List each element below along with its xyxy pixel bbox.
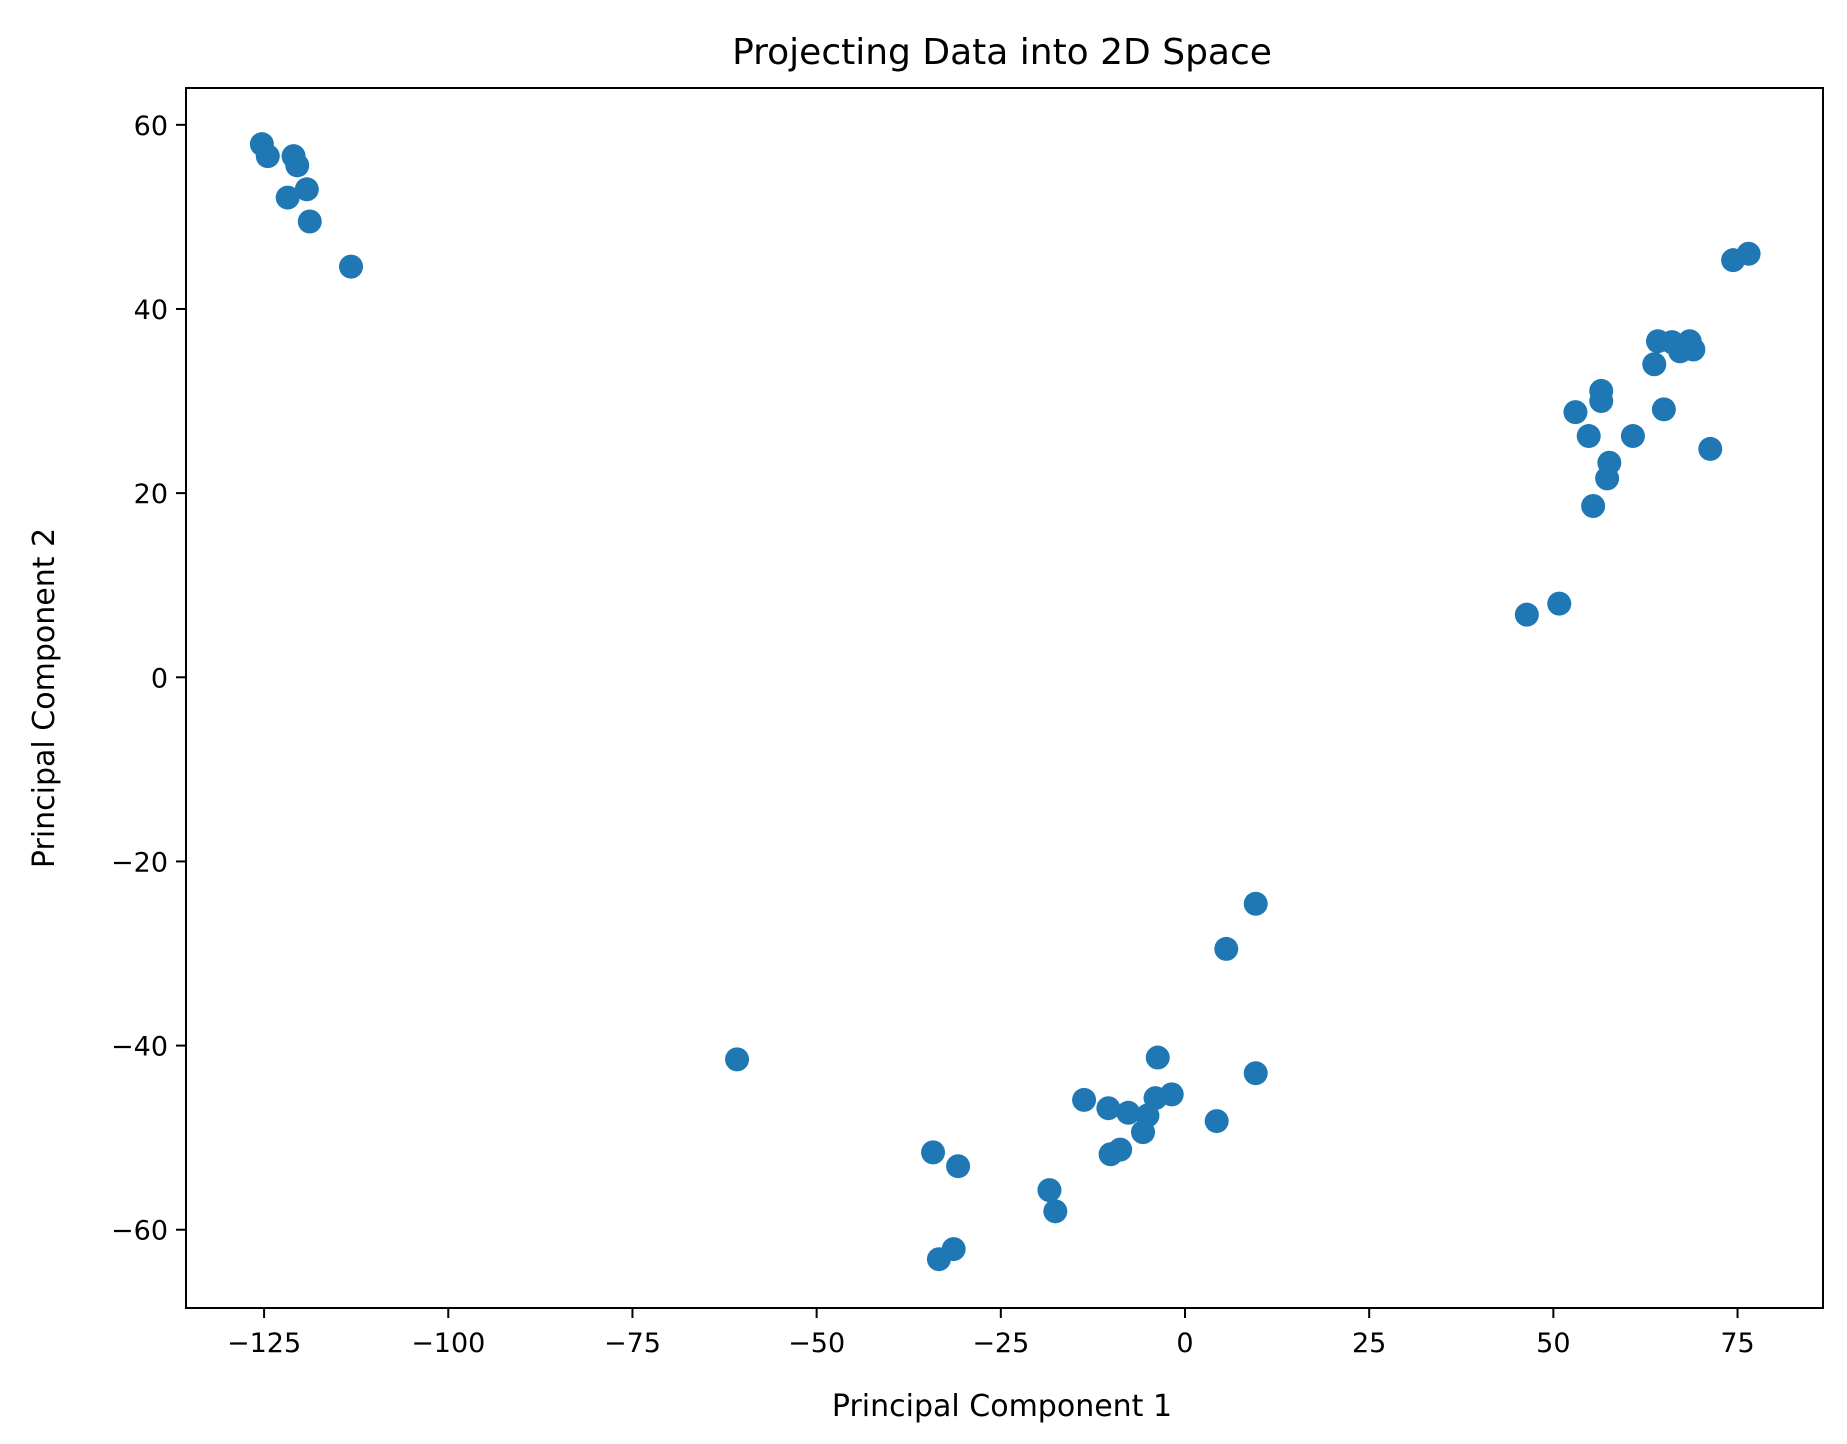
x-tick-label: −25	[972, 1328, 1029, 1359]
data-point	[1072, 1087, 1097, 1112]
y-axis-ticks: −60 −40 −20 0 20 40 60	[111, 111, 186, 1247]
data-point	[1589, 389, 1614, 414]
data-point	[1651, 397, 1676, 422]
y-tick-label: −60	[111, 1216, 168, 1247]
plot-area	[186, 88, 1823, 1308]
x-tick-label: 50	[1536, 1328, 1570, 1359]
data-point	[294, 177, 319, 202]
data-point	[1698, 436, 1723, 461]
x-tick-label: 25	[1352, 1328, 1386, 1359]
data-point	[1214, 936, 1239, 961]
x-tick-label: −75	[604, 1328, 661, 1359]
data-point	[1243, 891, 1268, 916]
y-tick-label: 0	[151, 663, 168, 694]
data-point	[1037, 1178, 1062, 1203]
data-point	[1514, 602, 1539, 627]
y-tick-label: −20	[111, 847, 168, 878]
y-tick-label: 40	[134, 295, 168, 326]
y-tick-label: −40	[111, 1032, 168, 1063]
y-tick-label: 60	[134, 111, 168, 142]
data-point	[285, 153, 310, 178]
data-point	[1145, 1045, 1170, 1070]
data-point	[941, 1237, 966, 1262]
x-axis-title: Principal Component 1	[832, 1389, 1172, 1424]
x-tick-label: −100	[411, 1328, 485, 1359]
data-point	[339, 254, 364, 279]
data-point	[1243, 1061, 1268, 1086]
data-point	[1563, 400, 1588, 425]
x-tick-label: −125	[227, 1328, 301, 1359]
x-axis-ticks: −125 −100 −75 −50 −25 0 25 50 75	[227, 1308, 1755, 1359]
data-point	[1096, 1096, 1121, 1121]
data-point	[725, 1047, 750, 1072]
chart-title: Projecting Data into 2D Space	[732, 32, 1272, 73]
data-point	[1642, 352, 1667, 377]
data-point	[1043, 1199, 1068, 1224]
data-point	[1108, 1137, 1133, 1162]
data-point	[1131, 1120, 1156, 1145]
data-point	[1547, 591, 1572, 616]
data-point	[1736, 241, 1761, 266]
data-point	[1581, 494, 1606, 519]
data-point	[1159, 1082, 1184, 1107]
y-tick-label: 20	[134, 479, 168, 510]
data-point	[1620, 424, 1645, 449]
data-point	[255, 144, 280, 169]
data-point	[1116, 1100, 1141, 1125]
data-points	[249, 132, 1761, 1272]
x-tick-label: 0	[1176, 1328, 1193, 1359]
x-tick-label: 75	[1720, 1328, 1754, 1359]
y-axis-title: Principal Component 2	[27, 528, 62, 868]
x-tick-label: −50	[788, 1328, 845, 1359]
data-point	[1576, 424, 1601, 449]
data-point	[1204, 1109, 1229, 1134]
data-point	[921, 1140, 946, 1165]
data-point	[946, 1154, 971, 1179]
data-point	[1595, 466, 1620, 491]
data-point	[297, 209, 322, 234]
plot-frame	[185, 87, 1824, 1309]
data-point	[275, 185, 300, 210]
data-point	[1681, 337, 1706, 362]
